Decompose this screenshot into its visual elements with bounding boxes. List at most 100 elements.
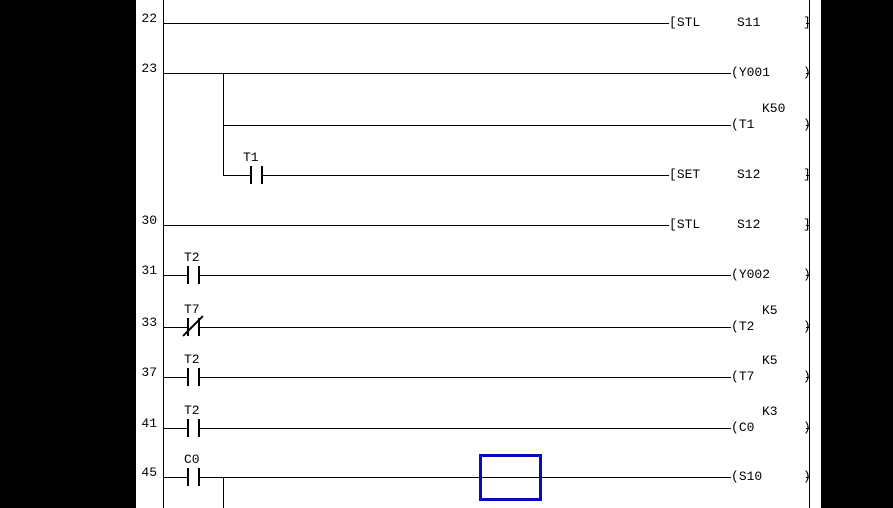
instruction-text: [SET	[669, 168, 700, 182]
coil-label: T2	[738, 319, 755, 334]
rail-connector	[806, 428, 810, 429]
coil-close-paren: )	[803, 66, 811, 80]
coil-close-paren: )	[803, 268, 811, 282]
coil-label: T7	[738, 369, 755, 384]
timer-constant-label: K5	[762, 303, 778, 318]
step-number: 41	[141, 416, 157, 431]
contact-bar	[198, 468, 200, 486]
contact-bar	[187, 468, 189, 486]
rung-line	[200, 477, 731, 478]
contact-bar	[187, 368, 189, 386]
rung-line	[200, 377, 731, 378]
step-number: 30	[141, 213, 157, 228]
rail-connector	[806, 23, 810, 24]
ladder-canvas[interactable]: 22 [STL S11 ] 23 (Y001 ) K50 (T1 ) T1 [S…	[136, 0, 821, 508]
rail-connector	[806, 275, 810, 276]
rail-connector	[806, 377, 810, 378]
instruction-text: [STL	[669, 16, 700, 30]
coil-open-paren: (	[731, 319, 739, 334]
contact-bar	[198, 419, 200, 437]
contact-bar	[187, 266, 189, 284]
contact-bar	[198, 266, 200, 284]
step-number: 22	[141, 11, 157, 26]
rung-line	[200, 327, 731, 328]
right-power-rail	[809, 0, 810, 508]
nc-slash	[182, 315, 204, 337]
step-number: 45	[141, 465, 157, 480]
contact-bar	[198, 318, 200, 336]
instruction-close-bracket: ]	[803, 218, 811, 232]
coil-label: T1	[738, 117, 755, 132]
rung-line	[163, 428, 187, 429]
timer-constant-label: K50	[762, 101, 786, 116]
instruction-open-bracket: [	[669, 167, 677, 182]
instruction-operand: S12	[737, 217, 761, 232]
contact-label: T7	[184, 302, 200, 317]
rung-line	[163, 377, 187, 378]
contact-bar	[187, 419, 189, 437]
instruction-op: STL	[676, 15, 701, 30]
rail-connector	[806, 327, 810, 328]
instruction-close-bracket: ]	[803, 16, 811, 30]
coil-text: (Y002	[731, 268, 770, 282]
coil-open-paren: (	[731, 117, 739, 132]
contact-label: T2	[184, 250, 200, 265]
rail-connector	[806, 225, 810, 226]
coil-text: (Y001	[731, 66, 770, 80]
rail-connector	[806, 175, 810, 176]
instruction-close-bracket: ]	[803, 168, 811, 182]
coil-open-paren: (	[731, 420, 739, 435]
coil-label: C0	[738, 420, 755, 435]
rung-line	[163, 23, 669, 24]
coil-open-paren: (	[731, 65, 739, 80]
step-number: 33	[141, 315, 157, 330]
coil-text: (T1	[731, 118, 754, 132]
coil-open-paren: (	[731, 267, 739, 282]
rung-line	[200, 275, 731, 276]
timer-constant-label: K5	[762, 353, 778, 368]
coil-open-paren: (	[731, 369, 739, 384]
instruction-operand: S12	[737, 167, 761, 182]
rung-line	[163, 327, 187, 328]
edit-cursor[interactable]	[479, 454, 542, 501]
instruction-text: [STL	[669, 218, 700, 232]
coil-label: S10	[738, 469, 763, 484]
instruction-operand: S11	[737, 15, 761, 30]
rung-line	[223, 125, 731, 126]
contact-label: T2	[184, 352, 200, 367]
rung-line	[163, 477, 187, 478]
rail-connector	[806, 73, 810, 74]
instruction-open-bracket: [	[669, 217, 677, 232]
step-number: 23	[141, 61, 157, 76]
rung-line	[163, 73, 731, 74]
coil-text: (T2	[731, 320, 754, 334]
rung-line	[223, 175, 250, 176]
coil-text: (C0	[731, 421, 754, 435]
contact-bar	[187, 318, 189, 336]
contact-label: C0	[184, 452, 200, 467]
step-number: 37	[141, 365, 157, 380]
instruction-op: SET	[676, 167, 701, 182]
contact-bar	[261, 166, 263, 184]
rung-line	[263, 175, 669, 176]
rail-connector	[806, 125, 810, 126]
coil-close-paren: )	[803, 118, 811, 132]
instruction-open-bracket: [	[669, 15, 677, 30]
counter-constant-label: K3	[762, 404, 778, 419]
branch-line	[223, 73, 224, 176]
contact-bar	[250, 166, 252, 184]
coil-close-paren: )	[803, 370, 811, 384]
instruction-op: STL	[676, 217, 701, 232]
coil-text: (T7	[731, 370, 754, 384]
branch-line	[223, 477, 224, 508]
coil-close-paren: )	[803, 320, 811, 334]
rung-line	[163, 225, 669, 226]
coil-label: Y001	[738, 65, 771, 80]
step-number: 31	[141, 263, 157, 278]
rung-line	[200, 428, 731, 429]
coil-close-paren: )	[803, 421, 811, 435]
coil-text: (S10	[731, 470, 762, 484]
coil-open-paren: (	[731, 469, 739, 484]
coil-close-paren: )	[803, 470, 811, 484]
